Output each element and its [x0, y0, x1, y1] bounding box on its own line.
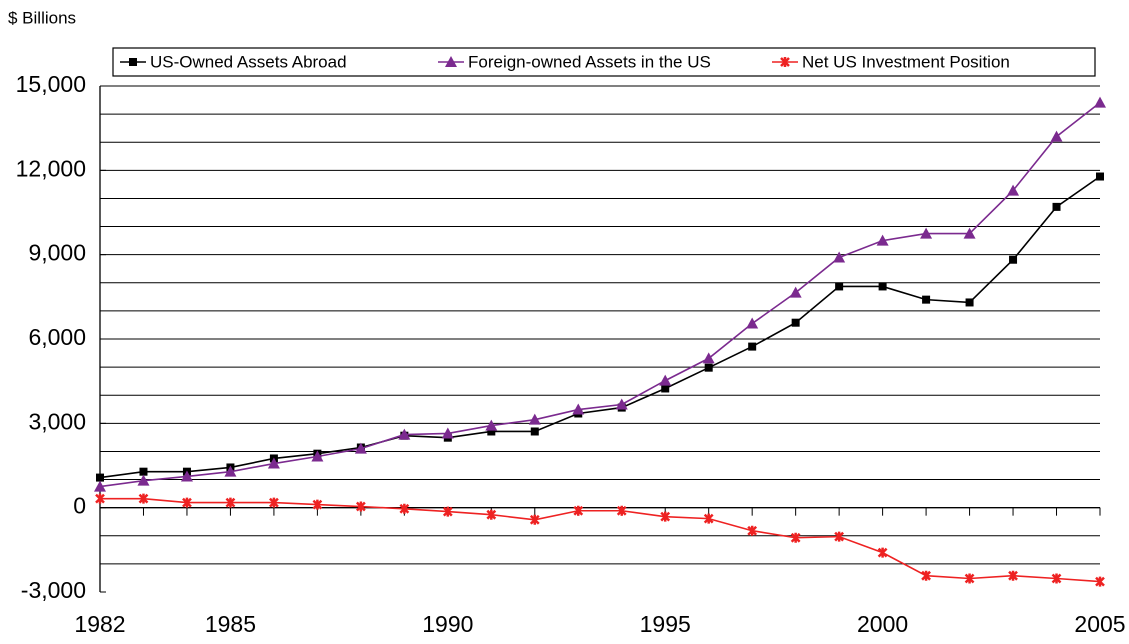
- data-point: [442, 506, 453, 517]
- data-point: [790, 532, 801, 543]
- data-point: [702, 352, 715, 364]
- data-point: [225, 497, 236, 508]
- data-point: [1007, 184, 1020, 196]
- data-point: [746, 317, 759, 329]
- data-point: [616, 505, 627, 516]
- data-point: [965, 298, 974, 307]
- data-point: [834, 531, 845, 542]
- series-line: [99, 175, 1101, 479]
- x-tick-label: 2000: [857, 611, 908, 637]
- y-tick-label: 0: [73, 493, 86, 519]
- data-point: [878, 282, 887, 291]
- y-tick-label: 3,000: [28, 408, 86, 434]
- data-point: [139, 467, 148, 476]
- data-point: [398, 428, 411, 440]
- y-tick-label: -3,000: [21, 577, 86, 603]
- data-point: [180, 470, 193, 482]
- data-point: [704, 363, 713, 372]
- data-point: [224, 465, 237, 477]
- data-point: [528, 413, 541, 425]
- data-point: [615, 398, 628, 410]
- data-point: [311, 450, 324, 462]
- data-point: [267, 457, 280, 469]
- legend-marker: [129, 58, 137, 66]
- data-point: [747, 525, 758, 536]
- x-tick-label: 1982: [74, 611, 125, 637]
- data-point: [399, 503, 410, 514]
- data-point: [964, 573, 975, 584]
- data-point: [920, 227, 933, 239]
- data-point: [789, 286, 802, 298]
- data-point: [486, 509, 497, 520]
- data-point: [1096, 172, 1104, 181]
- legend-marker: [445, 56, 457, 67]
- data-point: [573, 505, 584, 516]
- data-point: [703, 513, 714, 524]
- x-tick-label: 1990: [422, 611, 473, 637]
- data-point: [94, 480, 106, 492]
- data-point: [833, 251, 846, 263]
- data-point: [530, 427, 539, 436]
- legend-box: [112, 47, 1096, 77]
- series-line: [99, 101, 1101, 488]
- data-point: [572, 403, 585, 415]
- data-point: [1094, 96, 1106, 108]
- data-point: [137, 474, 150, 486]
- data-point: [487, 427, 496, 436]
- data-point: [660, 511, 671, 522]
- data-point: [791, 318, 800, 327]
- data-point: [748, 342, 757, 351]
- data-point: [963, 227, 976, 239]
- legend-label: Foreign-owned Assets in the US: [468, 52, 711, 71]
- data-point: [1052, 202, 1061, 211]
- data-point: [354, 442, 367, 454]
- data-point: [529, 514, 540, 525]
- legend-label: Net US Investment Position: [802, 52, 1010, 71]
- data-point: [876, 234, 889, 246]
- data-point: [921, 570, 931, 581]
- data-point: [1050, 130, 1063, 142]
- x-tick-label: 1995: [640, 611, 691, 637]
- data-point: [96, 473, 104, 482]
- data-point: [441, 427, 454, 439]
- data-point: [182, 497, 192, 508]
- data-point: [95, 493, 105, 504]
- data-point: [835, 282, 844, 291]
- y-axis-label: $ Billions: [8, 8, 76, 27]
- data-point: [659, 374, 672, 386]
- y-tick-label: 15,000: [16, 71, 86, 97]
- y-tick-label: 12,000: [16, 155, 86, 181]
- legend-label: US-Owned Assets Abroad: [150, 52, 347, 71]
- data-point: [661, 384, 670, 393]
- x-tick-label: 1985: [205, 611, 256, 637]
- series-line: [100, 497, 1101, 583]
- y-tick-label: 9,000: [28, 240, 86, 266]
- y-tick-label: 6,000: [28, 324, 86, 350]
- data-point: [312, 499, 323, 510]
- data-point: [138, 493, 149, 504]
- data-point: [1095, 576, 1105, 587]
- data-point: [1051, 573, 1062, 584]
- data-point: [1009, 255, 1018, 264]
- data-point: [877, 547, 888, 558]
- x-tick-label: 2005: [1074, 611, 1125, 637]
- data-point: [355, 501, 366, 512]
- data-point: [485, 419, 498, 431]
- data-point: [269, 497, 279, 508]
- legend-marker: [780, 57, 790, 67]
- data-point: [922, 295, 931, 304]
- data-point: [1008, 570, 1018, 581]
